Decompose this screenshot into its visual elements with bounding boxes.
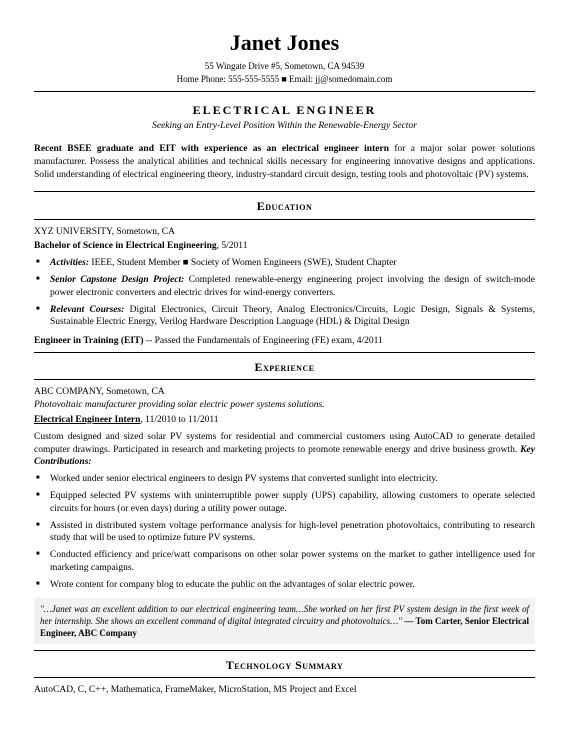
para-text: Custom designed and sized solar PV syste… <box>34 432 535 455</box>
technology-list: AutoCAD, C, C++, Mathematica, FrameMaker… <box>34 684 535 697</box>
divider <box>34 91 535 92</box>
experience-paragraph: Custom designed and sized solar PV syste… <box>34 431 535 469</box>
list-item: Wrote content for company blog to educat… <box>34 579 535 592</box>
divider <box>34 677 535 678</box>
list-item: Relevant Courses: Digital Electronics, C… <box>34 304 535 330</box>
degree-name: Bachelor of Science in Electrical Engine… <box>34 241 217 251</box>
summary-paragraph: Recent BSEE graduate and EIT with experi… <box>34 143 535 181</box>
list-item: Assisted in distributed system voltage p… <box>34 520 535 546</box>
eit-bold: Engineer in Training (EIT) <box>34 336 144 346</box>
list-item: Senior Capstone Design Project: Complete… <box>34 274 535 300</box>
education-bullets: Activities: IEEE, Student Member ■ Socie… <box>34 257 535 329</box>
section-heading-technology: Technology Summary <box>34 657 535 673</box>
section-heading-education: Education <box>34 198 535 214</box>
list-item: Equipped selected PV systems with uninte… <box>34 490 535 516</box>
role-dates: , 11/2010 to 11/2011 <box>140 415 218 425</box>
institution: XYZ UNIVERSITY, Sometown, CA <box>34 226 535 239</box>
company-description: Photovoltaic manufacturer providing sola… <box>34 399 535 412</box>
divider <box>34 219 535 220</box>
degree-line: Bachelor of Science in Electrical Engine… <box>34 240 535 253</box>
divider <box>34 379 535 380</box>
contact-line: Home Phone: 555-555-5555 ■ Email: jj@som… <box>34 73 535 85</box>
applicant-name: Janet Jones <box>34 28 535 58</box>
objective-line: Seeking an Entry-Level Position Within t… <box>34 120 535 133</box>
list-item: Activities: IEEE, Student Member ■ Socie… <box>34 257 535 270</box>
company: ABC COMPANY, Sometown, CA <box>34 386 535 399</box>
degree-date: , 5/2011 <box>217 241 248 251</box>
list-item: Worked under senior electrical engineers… <box>34 473 535 486</box>
divider <box>34 191 535 192</box>
divider <box>34 650 535 651</box>
eit-line: Engineer in Training (EIT) -- Passed the… <box>34 335 535 348</box>
eit-rest: -- Passed the Fundamentals of Engineerin… <box>144 336 383 346</box>
testimonial-quote: "…Janet was an excellent addition to our… <box>34 598 535 644</box>
bullet-label: Relevant Courses: <box>50 305 124 315</box>
section-heading-experience: Experience <box>34 359 535 375</box>
summary-lead: Recent BSEE graduate and EIT with experi… <box>34 144 389 154</box>
bullet-label: Senior Capstone Design Project: <box>50 275 184 285</box>
divider <box>34 352 535 353</box>
role-title-text: Electrical Engineer Intern <box>34 415 140 425</box>
bullet-text: IEEE, Student Member ■ Society of Women … <box>89 258 396 268</box>
list-item: Conducted efficiency and price/watt comp… <box>34 549 535 575</box>
role-title: ELECTRICAL ENGINEER <box>34 102 535 118</box>
experience-bullets: Worked under senior electrical engineers… <box>34 473 535 592</box>
role-line: Electrical Engineer Intern, 11/2010 to 1… <box>34 414 535 427</box>
address-line: 55 Wingate Drive #5, Sometown, CA 94539 <box>34 60 535 72</box>
bullet-label: Activities: <box>50 258 89 268</box>
